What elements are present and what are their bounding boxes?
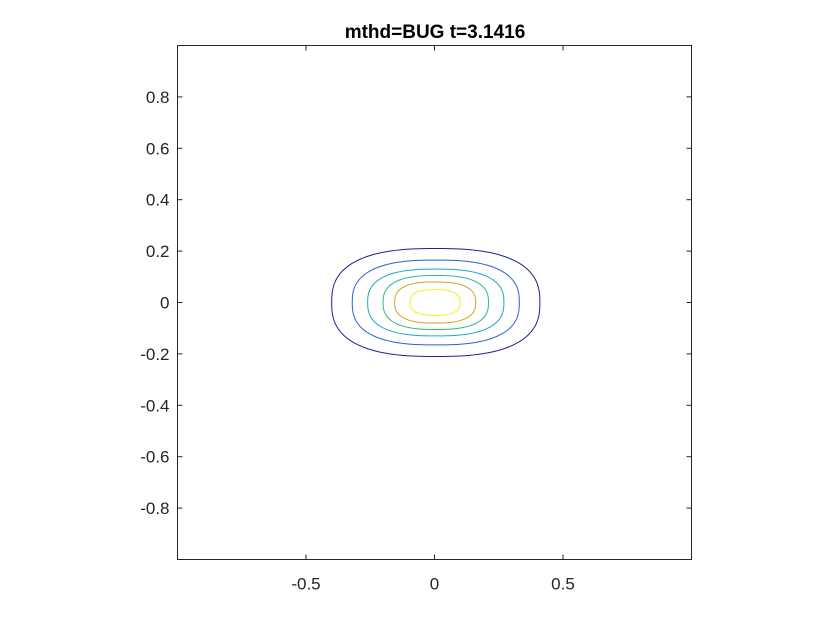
- y-tick-label: -0.6: [140, 448, 169, 467]
- y-tick-label: 0.4: [146, 191, 170, 210]
- contour-level-3: [367, 268, 505, 337]
- x-tick-label: 0: [430, 575, 439, 594]
- x-tick-label: 0.5: [551, 575, 575, 594]
- contour-lines: [331, 248, 541, 357]
- y-tick-label: 0.2: [146, 242, 170, 261]
- y-tick-label: -0.2: [140, 345, 169, 364]
- x-axis-ticks: -0.5 0 0.5: [291, 45, 575, 594]
- y-axis-ticks: -0.8 -0.6 -0.4 -0.2 0 0.2 0.4 0.6 0.8: [140, 88, 692, 518]
- contour-level-6: [409, 289, 461, 316]
- y-tick-label: -0.4: [140, 396, 169, 415]
- chart-title: mthd=BUG t=3.1416: [345, 22, 526, 43]
- y-tick-label: 0.6: [146, 139, 170, 158]
- contour-level-1: [331, 248, 541, 357]
- x-tick-label: -0.5: [291, 575, 320, 594]
- contour-level-4: [382, 275, 489, 330]
- plot-area-frame: [177, 45, 692, 560]
- y-tick-label: -0.8: [140, 499, 169, 518]
- contour-level-5: [394, 281, 477, 324]
- contour-level-2: [351, 259, 520, 346]
- y-tick-label: 0: [160, 294, 169, 313]
- y-tick-label: 0.8: [146, 88, 170, 107]
